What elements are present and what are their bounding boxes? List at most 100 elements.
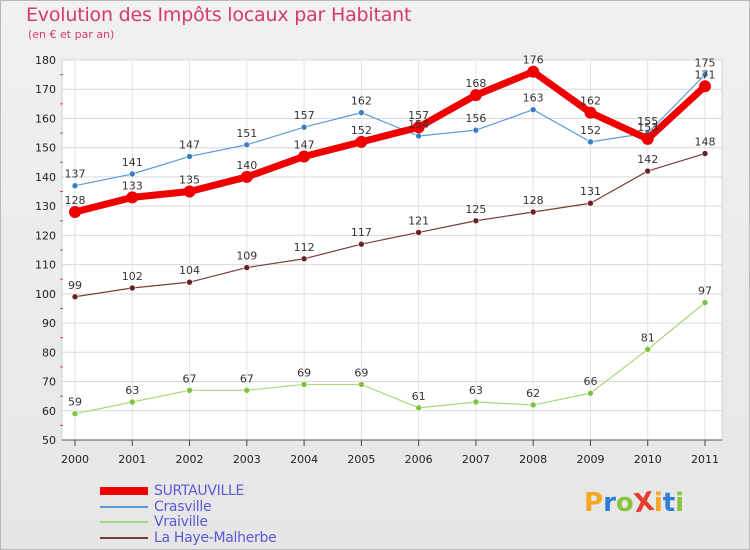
data-point-crasville bbox=[701, 71, 709, 78]
x-tick-label: 2010 bbox=[634, 453, 662, 466]
series-line-la-haye-malherbe bbox=[74, 152, 706, 298]
data-point-vraiville bbox=[300, 381, 308, 388]
logo-letter: P bbox=[584, 488, 604, 518]
data-labels: 128 133 135 140 147 152 157 168 176 162 153 171 137 1… bbox=[65, 54, 716, 409]
data-point-vraiville bbox=[529, 401, 537, 409]
data-point-la-haye-malherbe bbox=[644, 167, 652, 175]
y-tick-label: 130 bbox=[35, 200, 56, 213]
data-label-crasville: 163 bbox=[523, 92, 544, 105]
data-point-vraiville bbox=[186, 387, 193, 394]
data-point-surtauville bbox=[527, 65, 540, 78]
y-tick-label: 70 bbox=[42, 376, 56, 389]
legend-swatch-surtauville bbox=[100, 487, 148, 495]
x-tick-label: 2008 bbox=[519, 453, 547, 466]
data-point-crasville bbox=[358, 109, 365, 116]
data-point-la-haye-malherbe bbox=[71, 293, 79, 301]
data-point-surtauville bbox=[469, 89, 482, 102]
data-label-crasville: 147 bbox=[179, 138, 200, 151]
data-label-vraiville: 66 bbox=[583, 375, 597, 388]
data-label-crasville: 154 bbox=[408, 118, 429, 131]
data-label-surtauville: 176 bbox=[523, 54, 544, 67]
data-label-vraiville: 63 bbox=[469, 384, 483, 397]
x-tick-label: 2011 bbox=[691, 453, 719, 466]
y-tick-label: 180 bbox=[35, 54, 56, 67]
chart-title: Evolution des Impôts locaux par Habitant bbox=[26, 4, 412, 26]
data-label-surtauville: 157 bbox=[408, 109, 429, 122]
y-tick-label: 110 bbox=[35, 259, 56, 272]
data-label-vraiville: 67 bbox=[183, 372, 197, 385]
series-group bbox=[69, 65, 711, 417]
logo-letter: i bbox=[653, 488, 663, 518]
data-point-crasville bbox=[243, 141, 251, 149]
x-tick-label: 2004 bbox=[290, 453, 318, 466]
y-tick-label: 140 bbox=[35, 171, 56, 184]
data-label-surtauville: 128 bbox=[65, 194, 86, 207]
x-tick-label: 2007 bbox=[462, 453, 490, 466]
y-tick-label: 170 bbox=[35, 83, 56, 96]
data-point-la-haye-malherbe bbox=[587, 199, 594, 207]
data-point-vraiville bbox=[415, 404, 422, 412]
data-point-surtauville bbox=[584, 106, 597, 119]
data-point-crasville bbox=[300, 123, 308, 131]
data-label-crasville: 156 bbox=[465, 112, 486, 125]
data-label-crasville: 137 bbox=[65, 168, 86, 181]
data-label-surtauville: 140 bbox=[236, 159, 257, 172]
data-label-surtauville: 133 bbox=[122, 179, 143, 192]
data-label-la-haye-malherbe: 128 bbox=[523, 194, 544, 207]
data-point-surtauville bbox=[412, 121, 425, 134]
logo-letter: i bbox=[675, 488, 685, 518]
data-point-surtauville bbox=[355, 135, 368, 148]
data-point-vraiville bbox=[587, 389, 594, 397]
data-point-vraiville bbox=[644, 346, 652, 353]
data-point-crasville bbox=[128, 170, 136, 178]
data-label-vraiville: 63 bbox=[125, 384, 139, 397]
data-label-vraiville: 61 bbox=[412, 390, 426, 403]
data-label-vraiville: 69 bbox=[354, 366, 368, 379]
data-label-crasville: 151 bbox=[236, 127, 257, 140]
data-point-surtauville bbox=[126, 191, 139, 204]
data-point-la-haye-malherbe bbox=[243, 264, 251, 271]
logo-letter: X bbox=[631, 486, 656, 520]
data-label-la-haye-malherbe: 131 bbox=[580, 185, 601, 198]
data-label-la-haye-malherbe: 109 bbox=[236, 250, 257, 263]
data-point-la-haye-malherbe bbox=[186, 278, 193, 286]
data-point-vraiville bbox=[243, 387, 251, 394]
x-tick-label: 2000 bbox=[61, 453, 89, 466]
y-tick-label: 80 bbox=[42, 346, 56, 359]
data-point-la-haye-malherbe bbox=[358, 240, 365, 248]
y-tick-label: 50 bbox=[42, 434, 56, 447]
legend-swatch-la-haye-malherbe bbox=[100, 536, 148, 539]
x-tick-label: 2006 bbox=[405, 453, 433, 466]
y-tick-label: 150 bbox=[35, 142, 56, 155]
y-tick-label: 60 bbox=[42, 405, 56, 418]
data-point-la-haye-malherbe bbox=[701, 150, 709, 157]
legend-label-crasville: Crasville bbox=[154, 498, 212, 515]
data-point-surtauville bbox=[699, 80, 711, 93]
grid-lines bbox=[62, 59, 722, 441]
data-label-surtauville: 171 bbox=[695, 68, 716, 81]
data-label-surtauville: 153 bbox=[637, 121, 658, 134]
data-label-surtauville: 135 bbox=[179, 174, 200, 187]
legend-swatch-crasville bbox=[100, 505, 148, 508]
data-label-vraiville: 67 bbox=[240, 372, 254, 385]
data-point-vraiville bbox=[701, 299, 709, 306]
logo-letter: r bbox=[603, 488, 616, 518]
x-tick-label: 2009 bbox=[576, 453, 604, 466]
series-line-surtauville bbox=[71, 68, 709, 216]
logo-letter: t bbox=[662, 488, 676, 518]
data-label-la-haye-malherbe: 142 bbox=[637, 153, 658, 166]
data-label-la-haye-malherbe: 112 bbox=[294, 241, 315, 254]
data-label-crasville: 141 bbox=[122, 156, 143, 169]
chart-subtitle: (en € et par an) bbox=[28, 28, 115, 41]
data-point-crasville bbox=[186, 153, 193, 160]
data-label-vraiville: 97 bbox=[698, 285, 712, 298]
data-label-la-haye-malherbe: 99 bbox=[68, 279, 82, 292]
y-tick-label: 160 bbox=[35, 112, 56, 125]
data-point-la-haye-malherbe bbox=[529, 208, 537, 216]
data-point-crasville bbox=[472, 126, 480, 134]
data-point-crasville bbox=[529, 106, 537, 113]
data-point-vraiville bbox=[472, 398, 480, 406]
y-tick-label: 100 bbox=[35, 288, 56, 301]
data-point-la-haye-malherbe bbox=[415, 229, 422, 236]
